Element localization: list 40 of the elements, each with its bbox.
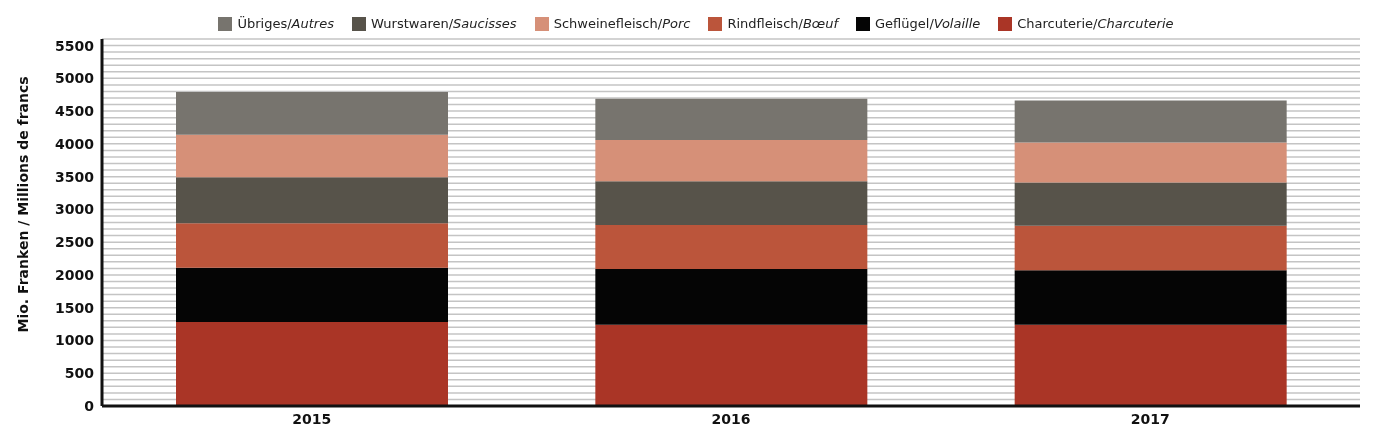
legend-label: Übriges/Autres	[237, 16, 334, 31]
y-axis-title: Mio. Franken / Millions de francs	[14, 76, 31, 333]
y-tick-label: 2000	[55, 266, 95, 283]
bar	[595, 181, 868, 226]
y-tick-label: 2500	[55, 234, 95, 251]
x-tick-label: 2017	[1130, 410, 1170, 427]
legend-label: Wurstwaren/Saucisses	[370, 16, 517, 31]
bar	[1014, 182, 1287, 226]
bar	[1014, 270, 1287, 325]
y-tick-label: 0	[84, 397, 95, 414]
y-tick-label: 5500	[55, 37, 95, 54]
bar	[1014, 142, 1287, 183]
bar	[176, 267, 448, 323]
legend-label: Geflügel/Volaille	[875, 16, 981, 31]
bar	[176, 322, 448, 406]
y-tick-label: 1500	[55, 299, 95, 316]
bar	[176, 134, 448, 178]
bar	[1014, 225, 1287, 271]
bar	[1014, 324, 1287, 406]
y-tick-label: 500	[64, 365, 95, 382]
bar	[595, 98, 868, 140]
bar	[176, 177, 448, 224]
legend-label: Schweinefleisch/Porc	[553, 16, 691, 31]
y-tick-label: 3000	[55, 201, 95, 218]
bar	[1014, 100, 1287, 143]
y-tick-label: 5000	[55, 70, 95, 87]
y-tick-label: 1000	[55, 332, 95, 349]
y-tick-label: 3500	[55, 168, 95, 185]
bar	[595, 139, 868, 182]
x-tick-label: 2015	[292, 410, 332, 427]
bar	[595, 324, 868, 406]
legend-label: Rindfleisch/Bœuf	[727, 16, 839, 31]
x-tick-label: 2016	[711, 410, 751, 427]
legend-label: Charcuterie/Charcuterie	[1017, 16, 1174, 31]
bar	[176, 223, 448, 268]
bar	[595, 225, 868, 270]
bar	[176, 92, 448, 135]
y-tick-label: 4500	[55, 103, 95, 120]
bar	[595, 269, 868, 325]
y-tick-label: 4000	[55, 135, 95, 152]
